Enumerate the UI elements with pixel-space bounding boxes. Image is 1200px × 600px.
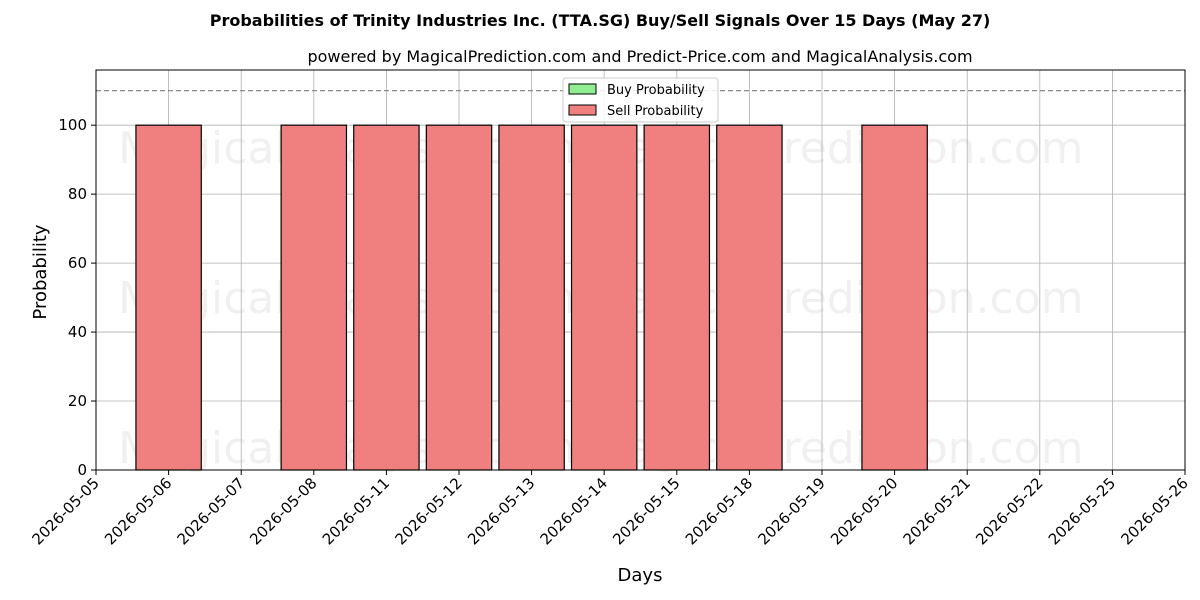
x-tick-label: 2026-05-22	[972, 474, 1046, 548]
y-tick-label: 20	[68, 392, 87, 410]
y-tick-label: 80	[68, 185, 87, 203]
x-tick-label: 2026-05-18	[682, 474, 756, 548]
x-tick-label: 2026-05-11	[319, 474, 393, 548]
sell-bar-2026-05-14	[570, 124, 638, 471]
sell-bar-2026-05-08	[280, 124, 348, 471]
chart-subtitle: powered by MagicalPrediction.com and Pre…	[307, 47, 972, 66]
legend-label-buy: Buy Probability	[607, 83, 705, 98]
x-axis-label: Days	[618, 565, 663, 586]
sell-bar-2026-05-15	[643, 124, 711, 471]
x-tick-label: 2026-05-05	[28, 474, 102, 548]
x-tick-label: 2026-05-07	[174, 474, 248, 548]
y-axis-label: Probability	[30, 224, 51, 319]
plot-frame	[95, 69, 1186, 471]
x-tick-label: 2026-05-12	[391, 474, 465, 548]
legend-swatch-sell	[568, 104, 597, 116]
y-tick-label: 60	[68, 254, 87, 272]
sell-bar-2026-05-20	[861, 124, 928, 471]
legend-label-sell: Sell Probability	[607, 104, 704, 119]
legend: Buy Probability Sell Probability	[562, 77, 719, 123]
x-tick-label: 2026-05-21	[900, 474, 974, 548]
x-tick-label: 2026-05-25	[1045, 474, 1119, 548]
x-tick-label: 2026-05-14	[537, 474, 611, 548]
sell-bar-2026-05-06	[135, 124, 202, 471]
x-axis-ticks: 2026-05-052026-05-062026-05-072026-05-08…	[28, 470, 1192, 548]
x-tick-label: 2026-05-06	[101, 474, 175, 548]
legend-swatch-buy	[568, 83, 597, 95]
x-tick-label: 2026-05-20	[827, 474, 901, 548]
y-tick-label: 0	[77, 461, 87, 479]
x-tick-label: 2026-05-13	[464, 474, 538, 548]
sell-bar-2026-05-18	[716, 124, 783, 471]
x-tick-label: 2026-05-19	[754, 474, 828, 548]
sell-bar-2026-05-11	[353, 124, 420, 471]
bars	[135, 124, 928, 471]
y-tick-label: 100	[58, 116, 87, 134]
sell-bar-2026-05-12	[425, 124, 493, 471]
y-axis-ticks: 0 20 40 60 80 100	[58, 116, 96, 479]
x-tick-label: 2026-05-15	[609, 474, 683, 548]
chart-title: Probabilities of Trinity Industries Inc.…	[210, 11, 991, 30]
legend-box	[562, 77, 719, 123]
x-tick-label: 2026-05-26	[1117, 474, 1191, 548]
sell-bar-2026-05-13	[498, 124, 565, 471]
x-tick-label: 2026-05-08	[246, 474, 320, 548]
y-tick-label: 40	[68, 323, 87, 341]
